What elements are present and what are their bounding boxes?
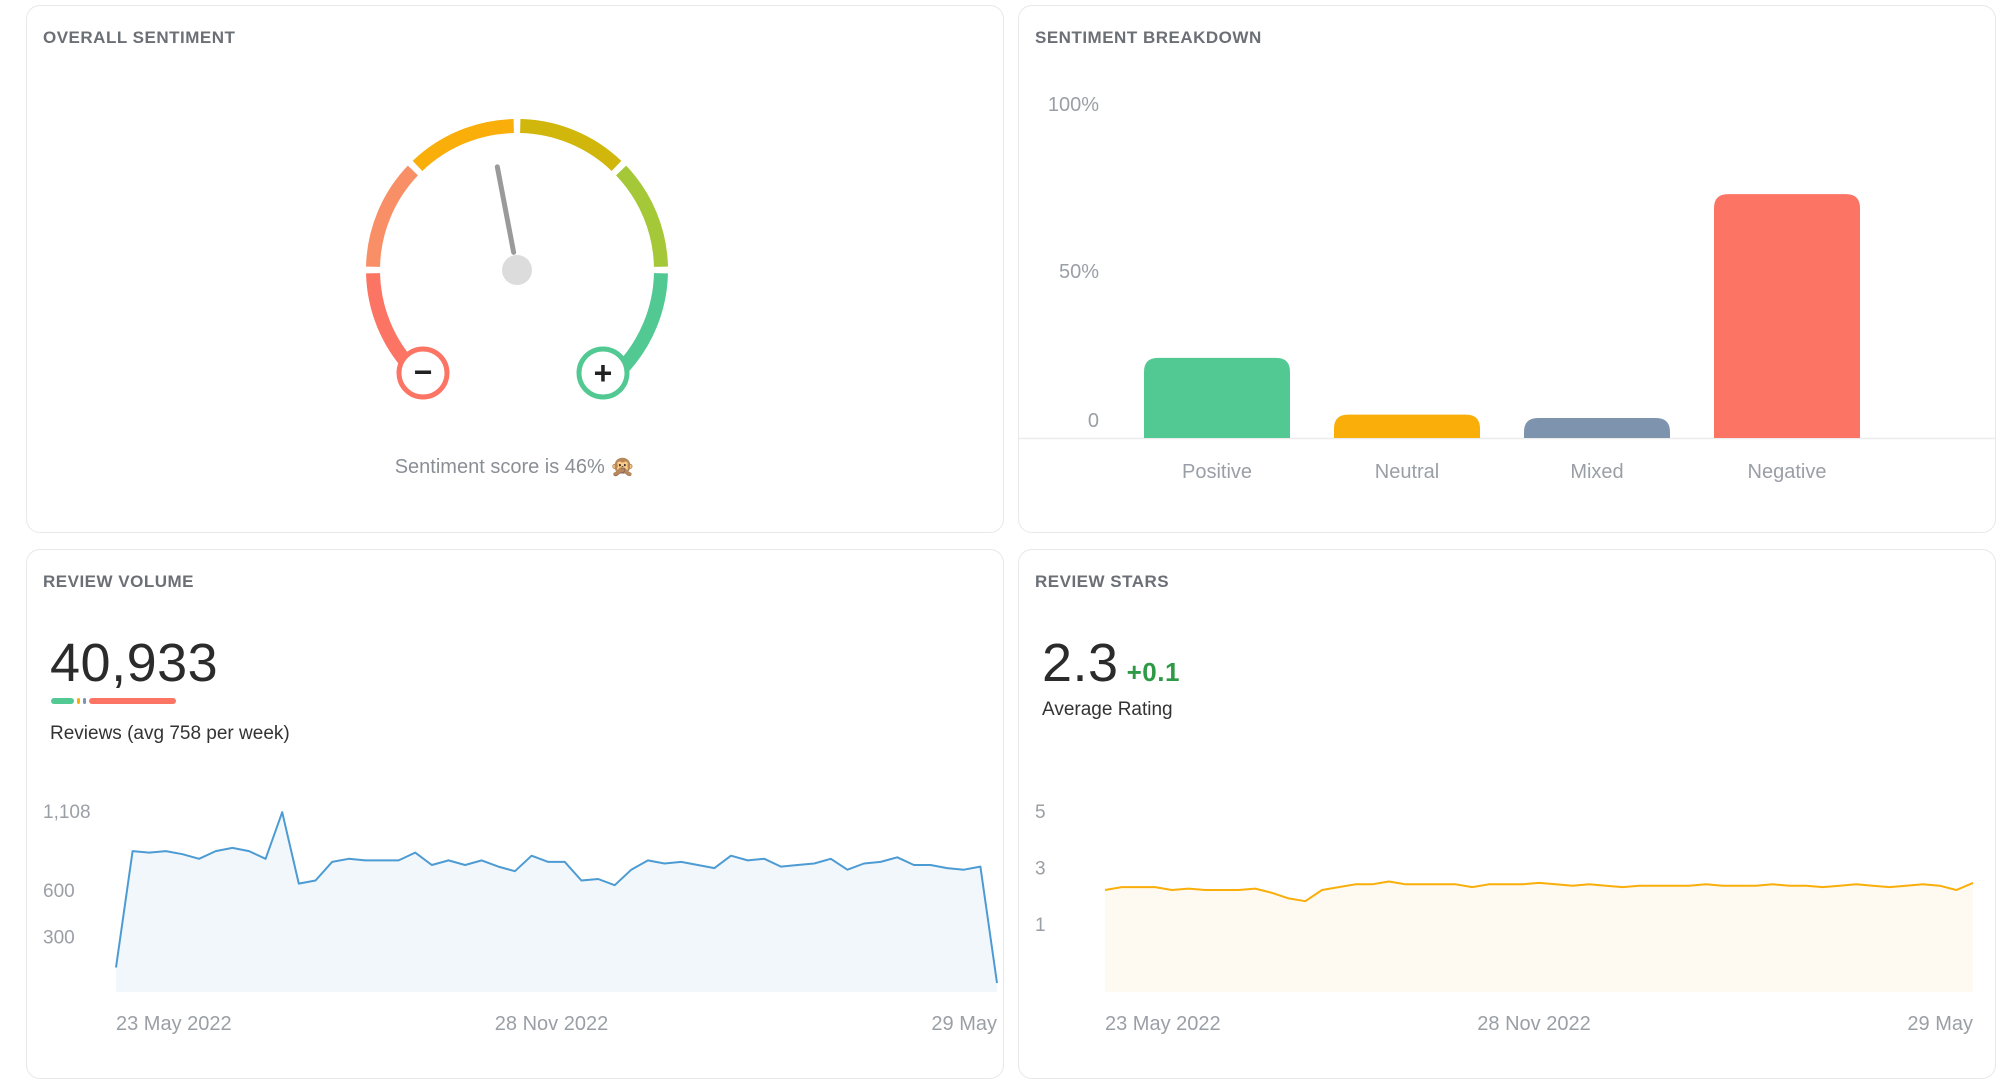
y-tick-label: 100% bbox=[1048, 94, 1099, 116]
plus-icon: + bbox=[594, 355, 613, 391]
y-tick-label: 0 bbox=[1088, 410, 1099, 432]
review-volume-card: REVIEW VOLUME 40,933 Reviews (avg 758 pe… bbox=[26, 549, 1004, 1079]
review-stars-chart: 1 3 5 23 May 2022 28 Nov 2022 29 May bbox=[1035, 802, 1974, 1035]
overall-sentiment-title: OVERALL SENTIMENT bbox=[43, 28, 236, 47]
bar-positive[interactable] bbox=[1144, 357, 1290, 438]
average-rating-block: 2.3 +0.1 bbox=[1042, 632, 1180, 694]
negative-end-icon: − bbox=[396, 346, 450, 400]
gauge-segment-high bbox=[615, 165, 668, 268]
sentiment-breakdown-title: SENTIMENT BREAKDOWN bbox=[1035, 28, 1262, 47]
bar-mixed[interactable] bbox=[1524, 417, 1670, 438]
x-tick-label: Negative bbox=[1748, 461, 1827, 483]
y-tick-label: 600 bbox=[43, 881, 75, 902]
gauge-segment-neutral-high bbox=[519, 119, 622, 172]
x-tick-label: Mixed bbox=[1570, 461, 1623, 483]
x-tick-label: 28 Nov 2022 bbox=[1477, 1013, 1590, 1035]
gauge-segment-low bbox=[366, 165, 419, 268]
series-line[interactable] bbox=[115, 811, 998, 984]
sentiment-breakdown-chart: 0 50% 100% Positive Neutral Mixed Negative bbox=[1019, 94, 1995, 483]
x-tick-label: 23 May 2022 bbox=[116, 1013, 232, 1035]
gauge-needle bbox=[494, 164, 517, 255]
legend-segment-positive bbox=[51, 698, 74, 704]
y-tick-label: 1,108 bbox=[43, 802, 91, 823]
review-stars-card: REVIEW STARS 2.3 +0.1 Average Rating 1 3 5 2… bbox=[1018, 549, 1996, 1079]
review-volume-chart: 300 600 1,108 23 May 2022 28 Nov 2022 29 May bbox=[43, 802, 998, 1035]
y-tick-label: 3 bbox=[1035, 858, 1046, 879]
minus-icon: − bbox=[414, 354, 433, 390]
x-tick-label: 28 Nov 2022 bbox=[495, 1013, 608, 1035]
y-tick-label: 50% bbox=[1059, 261, 1099, 283]
area-fill bbox=[116, 812, 997, 992]
overall-sentiment-card: OVERALL SENTIMENT − + Sentiment score is… bbox=[26, 5, 1004, 533]
review-volume-subtitle: Reviews (avg 758 per week) bbox=[50, 723, 290, 744]
average-rating-value: 2.3 bbox=[1042, 633, 1119, 693]
gauge-segment-neutral-low bbox=[412, 119, 515, 172]
review-stars-title: REVIEW STARS bbox=[1035, 572, 1170, 591]
y-tick-label: 300 bbox=[43, 927, 75, 948]
legend-segment-negative bbox=[89, 698, 176, 704]
x-tick-label: Positive bbox=[1182, 461, 1252, 483]
sentiment-gauge: − + Sentiment score is 46% 🙊 bbox=[366, 119, 668, 478]
x-tick-label: 23 May 2022 bbox=[1105, 1013, 1221, 1035]
bar-negative[interactable] bbox=[1714, 194, 1860, 438]
y-tick-label: 1 bbox=[1035, 915, 1046, 936]
series-line[interactable] bbox=[1104, 880, 1974, 903]
x-tick-label: Neutral bbox=[1375, 461, 1439, 483]
gauge-segment-positive bbox=[615, 272, 668, 375]
x-tick-label: 29 May bbox=[931, 1013, 997, 1035]
legend-segment-neutral bbox=[77, 698, 80, 704]
bar-neutral[interactable] bbox=[1334, 414, 1480, 438]
sentiment-breakdown-card: SENTIMENT BREAKDOWN 0 50% 100% Positive Neut… bbox=[1018, 5, 1996, 533]
sentiment-score-caption: Sentiment score is 46% 🙊 bbox=[395, 456, 636, 478]
review-volume-total: 40,933 bbox=[50, 633, 219, 693]
area-fill bbox=[1105, 881, 1973, 992]
x-tick-label: 29 May bbox=[1907, 1013, 1973, 1035]
rating-delta: +0.1 bbox=[1126, 657, 1180, 687]
gauge-hub bbox=[502, 255, 532, 285]
review-volume-title: REVIEW VOLUME bbox=[43, 572, 195, 591]
average-rating-label: Average Rating bbox=[1042, 699, 1173, 720]
legend-segment-mixed bbox=[83, 698, 86, 704]
positive-end-icon: + bbox=[576, 346, 630, 400]
y-tick-label: 5 bbox=[1035, 802, 1046, 823]
